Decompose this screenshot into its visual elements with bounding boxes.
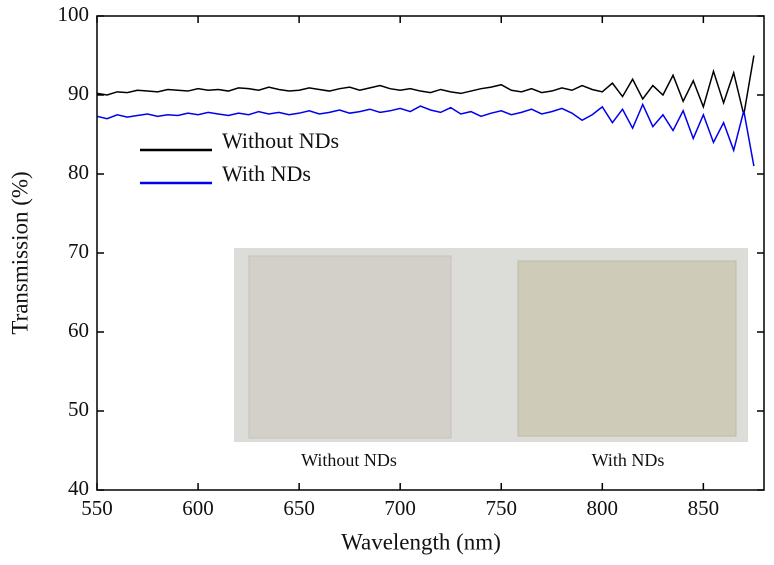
legend-label: With NDs (222, 161, 311, 186)
x-axis-title: Wavelength (nm) (341, 529, 501, 554)
y-tick-label: 100 (58, 2, 90, 26)
data-line (96, 102, 755, 167)
y-tick-label: 80 (68, 160, 89, 184)
inset-label: With NDs (592, 450, 665, 470)
inset-photo (234, 248, 748, 442)
y-tick-label: 60 (68, 318, 89, 342)
y-tick-label: 50 (68, 397, 89, 421)
sample-with (517, 260, 737, 437)
y-tick-label: 40 (68, 476, 89, 500)
legend-label: Without NDs (222, 128, 339, 153)
y-tick-label: 70 (68, 239, 89, 263)
x-tick-label: 700 (384, 496, 416, 520)
x-tick-label: 550 (81, 496, 113, 520)
x-tick-label: 850 (688, 496, 720, 520)
sample-without (248, 255, 452, 439)
x-tick-label: 750 (485, 496, 517, 520)
inset-label: Without NDs (301, 450, 397, 470)
plot-frame (96, 15, 765, 491)
x-tick-label: 600 (182, 496, 214, 520)
x-tick-label: 650 (283, 496, 315, 520)
x-tick-label: 800 (587, 496, 619, 520)
y-axis-title: Transmission (%) (7, 171, 32, 334)
data-line (96, 55, 755, 115)
y-tick-label: 90 (68, 81, 89, 105)
